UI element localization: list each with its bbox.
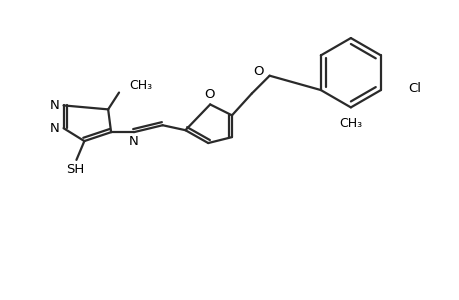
Text: N: N: [50, 99, 59, 112]
Text: CH₃: CH₃: [339, 117, 362, 130]
Text: N: N: [129, 135, 139, 148]
Text: O: O: [253, 65, 263, 78]
Text: SH: SH: [66, 163, 84, 176]
Text: Cl: Cl: [408, 82, 421, 94]
Text: CH₃: CH₃: [129, 79, 152, 92]
Text: N: N: [50, 122, 59, 135]
Text: O: O: [203, 88, 214, 101]
